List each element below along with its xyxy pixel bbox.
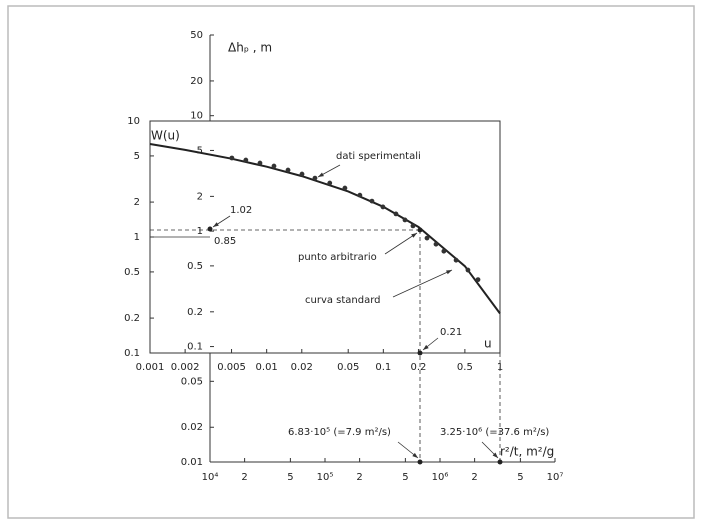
x-tick-label: 10⁴: [202, 472, 219, 483]
annotation: curva standard: [305, 295, 381, 306]
data-point: [433, 241, 439, 247]
y-tick-label: 10: [127, 116, 140, 127]
data-point: [342, 185, 348, 191]
annotation: 3.25·10⁶ (=37.6 m²/s): [440, 427, 549, 438]
type-curve: [149, 143, 501, 315]
data-point: [410, 223, 416, 229]
arrow-head: [412, 452, 418, 458]
x-tick-label: 10⁵: [317, 472, 334, 483]
annotation-arrow: [392, 269, 453, 298]
y-tick-label: 0.2: [187, 307, 203, 318]
x-tick-label: 0.002: [171, 362, 200, 373]
annotation: 6.83·10⁵ (=7.9 m²/s): [288, 427, 391, 438]
match-marker: [207, 226, 213, 232]
data-point: [393, 211, 399, 217]
annotation: dati sperimentali: [336, 151, 421, 162]
data-point: [424, 235, 430, 241]
arrow-head: [411, 233, 417, 238]
y-tick-label: 5: [197, 145, 203, 156]
y-tick-label: 0.2: [124, 313, 140, 324]
annotation: 0.21: [440, 327, 462, 338]
data-point: [271, 163, 277, 169]
y-tick-label: 2: [134, 197, 140, 208]
data-point: [402, 217, 408, 223]
data-point: [257, 160, 263, 166]
x-tick-label: 0.1: [375, 362, 391, 373]
y-tick-label: 1: [197, 226, 203, 237]
y-tick-label: 0.02: [181, 422, 203, 433]
data-point: [229, 155, 235, 161]
match-marker: [497, 459, 503, 465]
x-tick-label: 5: [517, 472, 523, 483]
data-point: [453, 257, 459, 263]
y-tick-label: 50: [190, 30, 203, 41]
x-tick-label: 0.05: [337, 362, 359, 373]
y-tick-label: 10: [190, 111, 203, 122]
data-point: [475, 277, 481, 283]
match-marker: [417, 459, 423, 465]
y-tick-label: 0.5: [187, 261, 203, 272]
x-tick-label: 2: [356, 472, 362, 483]
data-point: [243, 157, 249, 163]
x-tick-label: 2: [241, 472, 247, 483]
x-tick-label: 10⁶: [432, 472, 449, 483]
arrow-head: [446, 270, 452, 275]
match-marker: [417, 350, 423, 356]
x-tick-label: 0.005: [217, 362, 246, 373]
annotation: 1.02: [230, 205, 252, 216]
x-tick-label: 0.01: [256, 362, 278, 373]
arrow-head: [318, 172, 324, 177]
y-tick-label: 0.1: [124, 348, 140, 359]
data-point: [327, 180, 333, 186]
x-tick-label: 0.5: [457, 362, 473, 373]
data-point: [357, 192, 363, 198]
y-tick-label: 2: [197, 191, 203, 202]
data-point: [299, 171, 305, 177]
annotation: 0.85: [214, 236, 236, 247]
axis-title: u: [484, 337, 492, 351]
x-tick-label: 0.02: [291, 362, 313, 373]
data-point: [312, 175, 318, 181]
axis-title: Δhₚ , m: [228, 41, 272, 55]
axis-title: r²/t, m²/g: [500, 445, 554, 459]
arrow-head: [492, 452, 498, 458]
x-tick-label: 5: [287, 472, 293, 483]
x-tick-label: 0.001: [136, 362, 165, 373]
y-tick-label: 0.1: [187, 342, 203, 353]
x-tick-label: 2: [471, 472, 477, 483]
y-tick-label: 20: [190, 76, 203, 87]
data-point: [285, 167, 291, 173]
arrow-head: [423, 344, 429, 350]
x-tick-label: 5: [402, 472, 408, 483]
y-tick-label: 0.5: [124, 267, 140, 278]
data-point: [369, 198, 375, 204]
x-tick-label: 10⁷: [547, 472, 564, 483]
y-tick-label: 0.05: [181, 376, 203, 387]
data-point: [380, 204, 386, 210]
y-tick-label: 1: [134, 232, 140, 243]
x-tick-label: 0.2: [411, 362, 427, 373]
axis-title: W(u): [151, 129, 180, 143]
y-tick-label: 0.01: [181, 457, 203, 468]
data-point: [465, 267, 471, 273]
annotation: punto arbitrario: [298, 252, 377, 263]
y-tick-label: 5: [134, 151, 140, 162]
annotation-arrow: [384, 232, 418, 255]
data-point: [441, 248, 447, 254]
arrow-head: [213, 222, 219, 227]
